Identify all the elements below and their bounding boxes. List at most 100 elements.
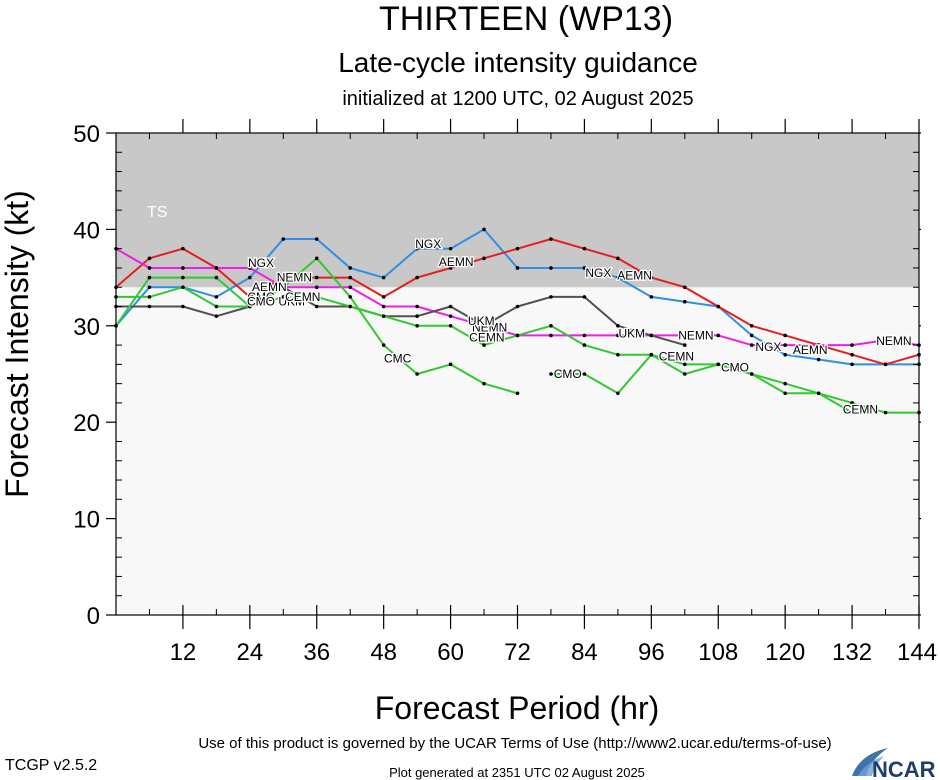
data-point-aemn bbox=[549, 237, 553, 241]
ts-intensity-band bbox=[116, 133, 919, 288]
data-point-cemn bbox=[214, 304, 219, 309]
data-point-nemn bbox=[716, 333, 721, 338]
y-tick-label: 30 bbox=[73, 314, 100, 341]
data-point-nemn bbox=[582, 333, 587, 338]
data-point-aemn bbox=[883, 362, 888, 367]
data-point-aemn bbox=[348, 275, 353, 280]
data-point-cmc bbox=[281, 285, 286, 290]
data-point-aemn bbox=[415, 275, 419, 280]
data-point-nemn bbox=[381, 304, 386, 309]
data-point-cmo bbox=[749, 372, 754, 376]
line-label-cmo: CMO bbox=[247, 295, 275, 309]
data-point-cmo bbox=[816, 391, 821, 396]
data-point-ngx bbox=[482, 227, 486, 232]
ncar-logo-mark-light bbox=[858, 756, 884, 776]
data-point-cemn bbox=[415, 324, 419, 328]
data-point-nemn bbox=[816, 343, 821, 347]
data-point-aemn bbox=[783, 333, 787, 338]
data-point-ukm bbox=[181, 304, 185, 309]
init-time: initialized at 1200 UTC, 02 August 2025 bbox=[342, 88, 693, 110]
data-point-aemn bbox=[716, 304, 721, 309]
line-label-layer: NGXNGXNGXNGXAEMNAEMNAEMNAEMNNEMNNEMNNEMN… bbox=[246, 236, 913, 418]
y-tick-label: 40 bbox=[73, 217, 100, 244]
data-point-cmc bbox=[248, 304, 252, 309]
data-point-aemn bbox=[682, 285, 687, 290]
data-point-cmo bbox=[682, 372, 687, 376]
data-point-cemn bbox=[482, 343, 486, 347]
line-label-cmc: CMC bbox=[384, 352, 412, 366]
data-point-nemn bbox=[749, 343, 754, 347]
data-point-ukm bbox=[147, 304, 152, 309]
data-point-cemn bbox=[381, 314, 386, 318]
data-point-cmo bbox=[616, 391, 620, 396]
x-axis-label: Forecast Period (hr) bbox=[375, 690, 660, 726]
line-label-aemn: AEMN bbox=[439, 255, 474, 269]
data-point-ngx bbox=[348, 266, 353, 270]
series-line-cmo bbox=[551, 353, 853, 414]
x-tick-label: 144 bbox=[897, 639, 937, 666]
data-point-cmc bbox=[482, 381, 486, 386]
line-label-aemn: AEMN bbox=[252, 280, 287, 294]
data-point-cmc bbox=[214, 275, 219, 280]
data-point-nemn bbox=[616, 333, 620, 338]
data-point-nemn bbox=[181, 266, 185, 270]
line-label-ukm: UKM bbox=[468, 314, 495, 328]
x-tick-label: 132 bbox=[832, 639, 872, 666]
data-point-ukm bbox=[616, 324, 620, 328]
chart-subtitle: Late-cycle intensity guidance bbox=[338, 47, 698, 78]
line-label-nemn: NEMN bbox=[876, 334, 911, 348]
data-point-cemn bbox=[582, 343, 587, 347]
x-tick-label: 84 bbox=[571, 639, 598, 666]
data-point-cemn bbox=[883, 410, 888, 415]
data-point-cemn bbox=[448, 324, 453, 328]
data-point-ngx bbox=[616, 275, 620, 280]
data-point-cemn bbox=[549, 324, 553, 328]
line-label-nemn: NEMN bbox=[472, 321, 507, 335]
data-point-aemn bbox=[515, 246, 520, 251]
data-point-ukm bbox=[415, 314, 419, 318]
data-point-cmo bbox=[716, 362, 721, 367]
data-point-ukm bbox=[314, 304, 319, 309]
data-point-nemn bbox=[348, 285, 353, 290]
data-point-ukm bbox=[582, 295, 587, 299]
line-label-cemn: CEMN bbox=[285, 290, 320, 304]
line-label-cmo: CMO bbox=[721, 360, 749, 374]
data-point-nemn bbox=[147, 266, 152, 270]
data-point-ukm bbox=[549, 295, 553, 299]
data-point-cemn bbox=[348, 304, 353, 309]
y-tick-label: 50 bbox=[73, 121, 100, 148]
line-label-ngx: NGX bbox=[415, 237, 441, 251]
data-point-ukm bbox=[448, 304, 453, 309]
data-point-aemn bbox=[314, 275, 319, 280]
data-point-aemn bbox=[248, 295, 252, 299]
generated-time: Plot generated at 2351 UTC 02 August 202… bbox=[389, 765, 645, 780]
data-point-cmo bbox=[649, 352, 654, 357]
data-point-ngx bbox=[749, 333, 754, 338]
data-point-nemn bbox=[850, 343, 854, 347]
x-tick-label: 48 bbox=[370, 639, 397, 666]
data-point-ngx bbox=[582, 266, 587, 270]
data-point-aemn bbox=[147, 256, 152, 261]
data-point-aemn bbox=[616, 256, 620, 261]
data-point-cemn bbox=[314, 295, 319, 299]
data-point-aemn bbox=[582, 246, 587, 251]
data-point-ukm bbox=[515, 304, 520, 309]
plot-area: TS NGXNGXNGXNGXAEMNAEMNAEMNAEMNNEMNNEMNN… bbox=[73, 119, 937, 666]
line-label-ngx: NGX bbox=[248, 256, 274, 270]
data-point-aemn bbox=[482, 256, 486, 261]
line-label-aemn: AEMN bbox=[617, 269, 652, 283]
data-point-ngx bbox=[649, 295, 654, 299]
data-point-ngx bbox=[415, 246, 419, 251]
data-point-nemn bbox=[883, 338, 888, 343]
x-tick-label: 24 bbox=[236, 639, 263, 666]
data-point-aemn bbox=[749, 324, 754, 328]
data-point-cemn bbox=[147, 295, 152, 299]
data-point-nemn bbox=[682, 333, 687, 338]
line-label-ngx: NGX bbox=[585, 266, 611, 280]
data-point-cmo bbox=[549, 372, 553, 376]
data-point-cmc bbox=[448, 362, 453, 367]
ncar-logo-mark bbox=[852, 748, 888, 776]
data-point-aemn bbox=[649, 275, 654, 280]
data-point-ukm bbox=[214, 314, 219, 318]
